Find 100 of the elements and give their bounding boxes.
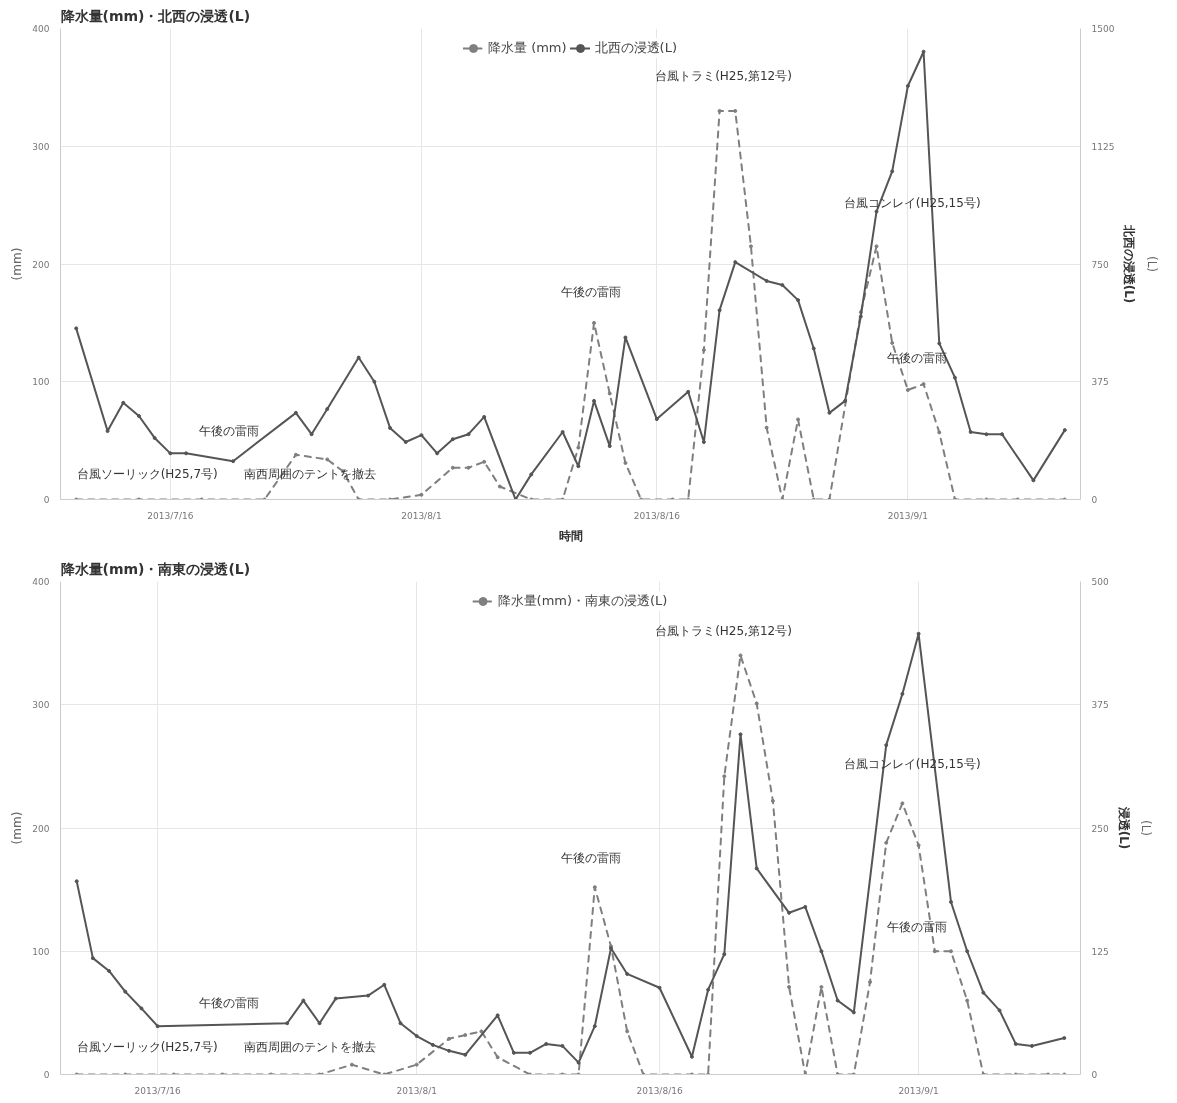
y-tick-label: 0 — [43, 495, 50, 505]
y2-axis-title: 浸透(L) — [1116, 805, 1131, 850]
point — [968, 429, 973, 434]
point — [74, 879, 79, 884]
y-axis-title: (mm) — [10, 811, 25, 845]
y-tick-label: 100 — [32, 377, 50, 388]
y2-tick-label: 0 — [1091, 1070, 1098, 1080]
point — [1013, 1072, 1018, 1075]
point — [890, 340, 895, 345]
point — [528, 1050, 533, 1055]
point — [770, 798, 775, 803]
point — [482, 459, 487, 464]
point — [482, 414, 487, 419]
point — [576, 445, 581, 450]
y-tick-label: 400 — [32, 24, 50, 34]
point — [529, 472, 534, 477]
point — [560, 429, 565, 434]
point — [1000, 432, 1005, 437]
annotation: 台風ソーリック(H25,7号) — [76, 466, 218, 481]
point — [916, 843, 921, 848]
point — [333, 996, 338, 1001]
point — [607, 444, 612, 449]
point — [952, 375, 957, 380]
y2-axis-title: 北西の浸透(L) — [1122, 223, 1137, 304]
point — [592, 320, 597, 325]
y2-tick-label: 125 — [1091, 946, 1109, 957]
point — [843, 398, 848, 403]
point — [981, 990, 986, 995]
point — [890, 169, 895, 174]
point — [450, 465, 455, 470]
legend-label: 降水量(mm)・南東の浸透(L) — [497, 592, 668, 610]
point — [105, 429, 110, 434]
annotation: 午後の雷雨 — [560, 850, 621, 865]
point — [155, 1024, 160, 1029]
point — [868, 980, 873, 985]
text: (L) — [1144, 255, 1159, 273]
point — [382, 982, 387, 987]
point — [497, 484, 502, 489]
point — [701, 440, 706, 445]
point — [447, 1036, 452, 1041]
point — [722, 774, 727, 779]
point — [136, 413, 141, 418]
annotation: 南西周囲のテントを撤去 — [244, 466, 377, 481]
point — [748, 244, 753, 249]
point — [301, 998, 306, 1003]
point — [787, 910, 792, 915]
point — [654, 417, 659, 422]
point — [884, 840, 889, 845]
y2-tick-label: 1500 — [1091, 24, 1115, 34]
point — [948, 949, 953, 954]
annotation: 午後の雷雨 — [560, 285, 621, 300]
y2-tick-label: 375 — [1091, 700, 1109, 711]
point — [495, 1055, 500, 1060]
point — [738, 732, 743, 737]
point — [932, 949, 937, 954]
x-axis-title: 時間 — [558, 528, 583, 543]
annotation: 台風トラミ(H25,第12号) — [655, 623, 792, 638]
chart-title: 降水量(mm)・北西の浸透(L) — [60, 7, 251, 24]
point — [466, 465, 471, 470]
text: (L) — [1138, 819, 1153, 837]
point — [121, 400, 126, 405]
point — [916, 631, 921, 636]
point — [884, 743, 889, 748]
point — [948, 899, 953, 904]
point — [780, 283, 785, 288]
point — [764, 425, 769, 430]
point — [285, 1021, 290, 1026]
point — [754, 866, 759, 871]
point — [900, 691, 905, 696]
point — [717, 308, 722, 313]
x-tick-label: 2013/9/1 — [898, 1085, 939, 1096]
point — [796, 417, 801, 422]
point — [874, 209, 879, 214]
point — [90, 956, 95, 961]
x-tick-label: 2013/9/1 — [887, 510, 929, 521]
point — [819, 949, 824, 954]
point — [657, 985, 662, 990]
point — [495, 1013, 500, 1018]
y2-tick-label: 500 — [1091, 577, 1109, 587]
point — [1062, 428, 1067, 433]
point — [706, 987, 711, 992]
y2-tick-label: 750 — [1091, 259, 1109, 270]
point — [123, 989, 128, 994]
point — [984, 432, 989, 437]
annotation: 台風トラミ(H25,第12号) — [655, 68, 792, 83]
y-tick-label: 300 — [32, 700, 50, 711]
point — [419, 492, 424, 497]
point — [754, 701, 759, 706]
point — [858, 314, 863, 319]
point — [430, 1042, 435, 1047]
point — [851, 1072, 856, 1075]
point — [450, 437, 455, 442]
x-tick-label: 2013/8/16 — [636, 1085, 683, 1096]
point — [592, 885, 597, 890]
point — [607, 391, 612, 396]
y2-tick-label: 250 — [1091, 823, 1109, 834]
point — [965, 998, 970, 1003]
point — [403, 440, 408, 445]
point — [874, 244, 879, 249]
x-tick-label: 2013/7/16 — [147, 510, 194, 521]
